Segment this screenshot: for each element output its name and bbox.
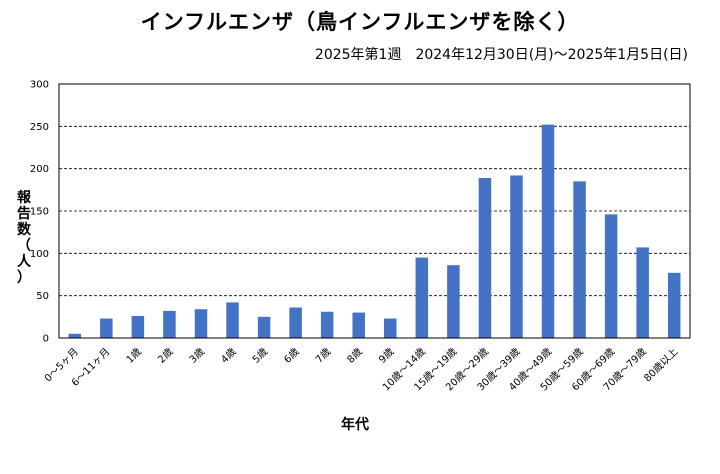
plot-area-frame — [58, 83, 691, 339]
y-tick-label: 150 — [30, 207, 49, 218]
x-axis-title: 年代 — [341, 416, 369, 433]
x-tick-label: 5歳 — [250, 346, 270, 366]
bar-1 — [100, 318, 113, 338]
x-tick-label: 4歳 — [219, 346, 239, 366]
bar-7 — [289, 307, 302, 338]
bar-3 — [163, 310, 176, 338]
bar-4 — [194, 309, 208, 338]
y-axis-title-char: （ — [17, 238, 31, 254]
y-axis-title-char: ） — [17, 270, 31, 286]
bar-2 — [131, 315, 145, 338]
x-tick-label: 1歳 — [124, 346, 144, 366]
bar-17 — [604, 214, 618, 338]
bar-19 — [667, 272, 681, 338]
bar-5 — [226, 302, 239, 338]
x-tick-label: 8歳 — [345, 346, 365, 366]
bar-11 — [415, 257, 429, 338]
x-tick-label: 2歳 — [155, 346, 175, 366]
bar-18 — [636, 247, 649, 338]
y-axis-title-char: 数 — [17, 221, 32, 238]
y-axis-title-char: 報 — [17, 189, 32, 206]
y-axis-ticks: 0 50 100 150 200 250 300 — [30, 80, 49, 345]
bar-12 — [447, 265, 460, 338]
bar-8 — [320, 311, 334, 338]
bar-15 — [541, 124, 555, 338]
y-tick-label: 200 — [30, 164, 49, 175]
bar-6 — [257, 316, 271, 338]
grid-lines — [59, 125, 690, 297]
bar-10 — [384, 318, 397, 338]
bars — [68, 124, 681, 338]
x-tick-label: 7歳 — [313, 346, 333, 366]
x-tick-label: 6歳 — [282, 346, 302, 366]
bar-0 — [68, 333, 82, 338]
y-axis-title-char: 人 — [17, 253, 32, 270]
y-tick-label: 0 — [43, 334, 49, 345]
bar-14 — [510, 175, 523, 338]
bar-9 — [352, 312, 365, 338]
y-axis-title-char: 告 — [17, 205, 31, 222]
x-tick-label: 80歳以上 — [642, 346, 681, 385]
y-tick-label: 100 — [30, 249, 49, 260]
bar-13 — [478, 177, 492, 338]
x-tick-label: 9歳 — [376, 346, 396, 366]
x-tick-label: 3歳 — [187, 346, 207, 366]
y-tick-label: 50 — [36, 291, 49, 302]
chart-subtitle: 2025年第1週 2024年12月30日(月)～2025年1月5日(日) — [314, 47, 688, 63]
y-axis-title: 報告数（人） — [17, 189, 32, 286]
chart-title: インフルエンザ（鳥インフルエンザを除く） — [140, 10, 580, 34]
y-tick-label: 250 — [30, 122, 49, 133]
y-tick-label: 300 — [30, 80, 49, 91]
bar-16 — [573, 181, 586, 338]
